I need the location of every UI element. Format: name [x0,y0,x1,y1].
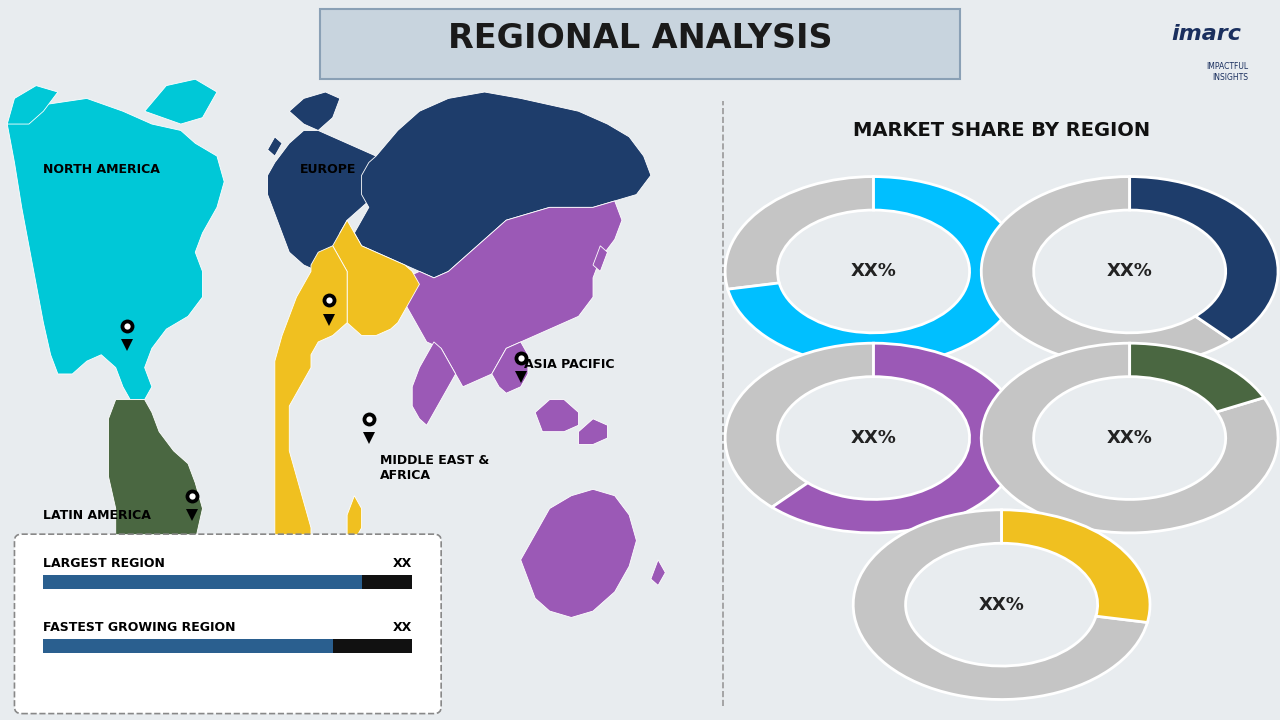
Text: imarc: imarc [1171,24,1242,44]
Polygon shape [521,490,636,618]
Polygon shape [593,246,608,271]
Polygon shape [652,560,666,585]
Polygon shape [8,99,224,400]
Text: FASTEST GROWING REGION: FASTEST GROWING REGION [44,621,236,634]
Polygon shape [145,79,216,124]
Text: EUROPE: EUROPE [300,163,357,176]
Polygon shape [8,86,58,124]
Text: IMPACTFUL
INSIGHTS: IMPACTFUL INSIGHTS [1206,62,1248,82]
Polygon shape [275,246,347,675]
Polygon shape [535,400,579,431]
Wedge shape [1130,176,1277,341]
Wedge shape [728,176,1021,366]
Bar [44,639,333,653]
Wedge shape [1002,510,1149,622]
Text: XX%: XX% [851,429,896,447]
Text: MARKET SHARE BY REGION: MARKET SHARE BY REGION [852,121,1151,140]
Text: XX: XX [393,557,412,570]
Wedge shape [1130,343,1263,412]
FancyBboxPatch shape [320,9,960,79]
Text: XX%: XX% [851,263,896,281]
Polygon shape [333,220,420,336]
Wedge shape [726,176,873,289]
Wedge shape [982,343,1277,533]
Polygon shape [101,400,202,694]
Polygon shape [579,419,608,444]
Text: LATIN AMERICA: LATIN AMERICA [44,508,151,521]
Text: ASIA PACIFIC: ASIA PACIFIC [525,358,614,371]
Polygon shape [347,495,361,541]
Bar [44,575,361,589]
Polygon shape [492,342,527,393]
Wedge shape [854,510,1147,700]
Text: MIDDLE EAST &
AFRICA: MIDDLE EAST & AFRICA [380,454,489,482]
Bar [361,575,412,589]
Polygon shape [412,342,456,426]
Wedge shape [726,343,873,507]
Wedge shape [772,343,1021,533]
Polygon shape [268,137,282,156]
Text: XX%: XX% [1107,263,1152,281]
Bar [333,639,412,653]
Polygon shape [355,92,652,278]
Text: XX%: XX% [979,595,1024,613]
Text: XX: XX [393,621,412,634]
Wedge shape [982,176,1231,366]
Polygon shape [289,92,340,130]
Text: REGIONAL ANALYSIS: REGIONAL ANALYSIS [448,22,832,55]
Polygon shape [268,130,383,278]
Text: XX%: XX% [1107,429,1152,447]
FancyBboxPatch shape [14,534,442,714]
Text: NORTH AMERICA: NORTH AMERICA [44,163,160,176]
Polygon shape [398,201,622,387]
Text: LARGEST REGION: LARGEST REGION [44,557,165,570]
